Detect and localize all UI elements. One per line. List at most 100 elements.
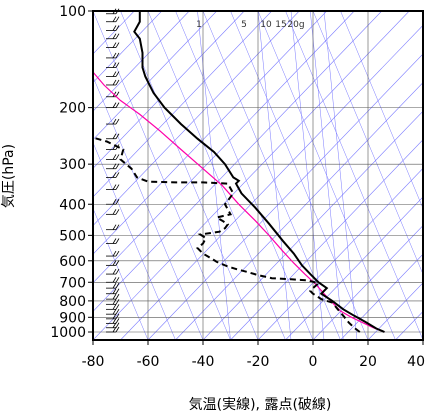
wind-barb-icon (112, 288, 117, 294)
adiabat-line (175, 11, 314, 340)
mixing-ratio-line (310, 11, 344, 340)
x-tick-label: 20 (359, 354, 377, 370)
y-tick-label: 400 (59, 197, 86, 213)
y-tick-label: 1000 (50, 325, 86, 341)
wind-barb-icon (112, 313, 117, 320)
wind-barb-icon (115, 260, 120, 266)
wind-barb-icon (115, 25, 120, 31)
wind-barb-icon (112, 268, 117, 275)
wind-barb-icon (115, 322, 120, 328)
x-tick-label: 40 (407, 354, 425, 370)
isotherm-line (93, 11, 190, 112)
wind-barb-icon (115, 184, 120, 190)
isotherm-line (93, 11, 355, 284)
y-tick-label: 800 (59, 294, 86, 310)
series-layer (93, 11, 385, 333)
wind-barb-icon (112, 118, 117, 125)
wind-barb-icon (115, 326, 120, 333)
y-tick-label: 700 (59, 275, 86, 291)
adiabat-line (285, 11, 423, 340)
wind-barb-icon (112, 33, 117, 39)
wind-barb-icon (115, 304, 120, 310)
isotherm-line (93, 11, 245, 169)
isotherm-line (175, 82, 423, 340)
wind-barb-icon (112, 299, 117, 305)
isotherm-line (93, 11, 217, 141)
isotherm-line (93, 11, 272, 198)
y-tick-label: 900 (59, 310, 86, 326)
y-tick-label: 300 (59, 157, 86, 173)
wind-barb-icon (112, 71, 117, 77)
wind-barb-icon (112, 199, 117, 205)
wind-barb-icon (115, 238, 120, 244)
mixing-ratio-label: 5 (241, 20, 247, 30)
wind-barb-icon (112, 133, 117, 139)
wind-barb-icon (115, 250, 120, 257)
wind-barb-icon (112, 326, 117, 333)
isotherm-line (285, 196, 423, 340)
wind-barb-icon (115, 224, 120, 230)
isotherm-line (93, 11, 410, 340)
wind-barb-icon (115, 299, 120, 305)
wind-barb-icon (112, 282, 117, 289)
wind-barb-icon (115, 293, 120, 300)
wind-barb-icon (112, 79, 117, 86)
isotherm-line (93, 11, 162, 83)
temperature-line (133, 11, 385, 333)
dewpoint-line (93, 136, 361, 333)
y-tick-label: 200 (59, 101, 86, 117)
wind-barb-icon (112, 52, 117, 59)
wind-barb-icon (112, 42, 117, 48)
wind-barb-icon (115, 282, 120, 289)
isotherm-line (147, 53, 423, 340)
adiabat-line (93, 11, 231, 340)
wind-barb-icon (115, 154, 120, 160)
wind-barb-icon (115, 308, 120, 315)
isotherm-line (340, 253, 423, 340)
adiabat-line (147, 11, 286, 340)
isotherm-line (230, 139, 423, 340)
y-tick-label: 100 (59, 4, 86, 20)
wind-barb-icon (112, 184, 117, 190)
adiabat-line (93, 76, 204, 340)
wind-barb-icon (115, 268, 120, 275)
mixing-ratio-labels: 1 5 10 15 20g (196, 20, 304, 30)
wind-barb-icon (115, 163, 120, 169)
wind-barb-icon (112, 154, 117, 160)
wind-barb-icon (112, 304, 117, 310)
adiabat-line (93, 207, 149, 340)
wind-barb-icon (115, 318, 120, 324)
wind-barb-icon (115, 16, 120, 22)
wind-barb-icon (112, 163, 117, 169)
adiabat-line (340, 11, 423, 210)
isotherm-line (257, 167, 423, 340)
isotherm-line (312, 225, 423, 340)
mixing-ratio-line (257, 11, 292, 340)
wind-barb-icon (112, 250, 117, 257)
wind-barb-icon (112, 209, 117, 215)
wind-barb-icon (112, 172, 117, 178)
isotherm-line (202, 110, 423, 340)
wind-barb-icon (115, 52, 120, 59)
mixing-ratio-line (323, 11, 358, 340)
wind-barb-icon (112, 308, 117, 315)
isotherm-line (422, 339, 423, 340)
adiabat-line (312, 11, 423, 275)
wind-barb-icon (115, 313, 120, 320)
grid-layer (93, 11, 423, 340)
x-tick-label: -80 (82, 354, 105, 370)
wind-barbs (106, 8, 120, 333)
x-tick-label: -60 (137, 354, 160, 370)
y-axis-title: 気圧(hPa) (1, 144, 17, 208)
wind-barb-icon (115, 288, 120, 294)
wind-barb-icon (112, 293, 117, 300)
wind-barb-icon (112, 224, 117, 230)
wind-barb-icon (112, 102, 117, 108)
mixing-ratio-label: 1 (196, 20, 202, 30)
x-axis: -80 -60 -40 -20 0 20 40 (82, 340, 425, 370)
wind-barb-icon (112, 25, 117, 31)
x-axis-title: 気温(実線), 露点(破線) (189, 397, 332, 412)
wind-barb-icon (115, 172, 120, 178)
